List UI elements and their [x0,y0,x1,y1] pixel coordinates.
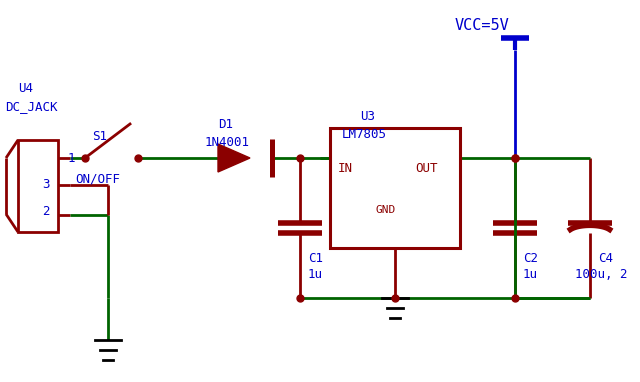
Text: ON/OFF: ON/OFF [75,172,120,185]
Text: 100u, 2: 100u, 2 [575,268,627,281]
Text: C1: C1 [308,252,323,265]
Text: U3: U3 [360,110,375,123]
Text: IN: IN [338,162,353,175]
Text: OUT: OUT [415,162,438,175]
Text: S1: S1 [92,130,107,143]
Text: 2: 2 [42,205,49,218]
Text: 3: 3 [42,178,49,191]
Text: C4: C4 [598,252,613,265]
Text: GND: GND [375,205,396,215]
Bar [330,128,460,248]
Text: D1: D1 [218,118,233,131]
Text: 1u: 1u [523,268,538,281]
Text: 1u: 1u [308,268,323,281]
Text: C2: C2 [523,252,538,265]
Text: 1: 1 [68,152,76,165]
Text: LM7805: LM7805 [342,128,387,141]
Text: 1N4001: 1N4001 [205,136,250,149]
Text: VCC=5V: VCC=5V [455,18,509,33]
Bar [18,140,58,232]
Polygon shape [218,144,250,172]
Text: U4: U4 [18,82,33,95]
Text: DC_JACK: DC_JACK [5,100,58,113]
